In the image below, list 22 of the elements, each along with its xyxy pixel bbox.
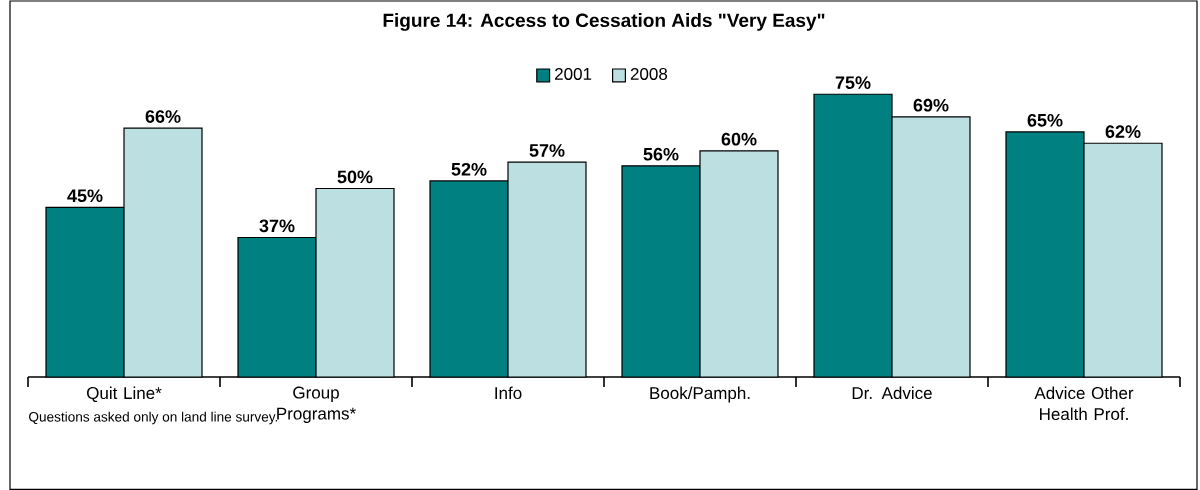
data-label: 50%: [337, 170, 373, 184]
text: Questions asked only on land line survey.: [29, 411, 278, 425]
data-label: 60%: [721, 132, 757, 146]
data-label: 62%: [1105, 125, 1141, 138]
data-label: 45%: [67, 189, 103, 203]
data-label: 52%: [451, 162, 487, 176]
x-tick-label: Group Programs*: [277, 386, 356, 423]
data-label: 37%: [259, 219, 295, 233]
x-tick-label: Book/Pamph.: [650, 386, 750, 403]
x-tick-label: Dr. Advice: [852, 386, 932, 400]
data-label: 69%: [913, 98, 949, 112]
data-label: 75%: [835, 76, 871, 89]
data-label: 57%: [529, 144, 565, 157]
legend-label: 2001: [555, 67, 592, 80]
data-label: 56%: [643, 147, 679, 161]
x-tick-label: Advice Other Health Prof.: [1034, 386, 1134, 421]
x-tick-label: Quit Line*: [87, 386, 162, 403]
x-tick-label: Info: [495, 386, 522, 400]
text: Figure 14: Access to Cessation Aids "Very Easy": [383, 13, 825, 31]
data-label: 65%: [1027, 113, 1063, 127]
legend-label: 2008: [630, 67, 668, 80]
data-label: 66%: [145, 110, 181, 123]
